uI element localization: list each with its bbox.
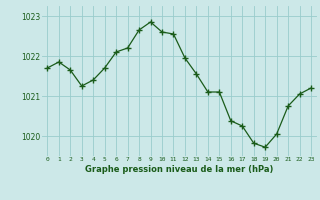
X-axis label: Graphe pression niveau de la mer (hPa): Graphe pression niveau de la mer (hPa) (85, 165, 273, 174)
